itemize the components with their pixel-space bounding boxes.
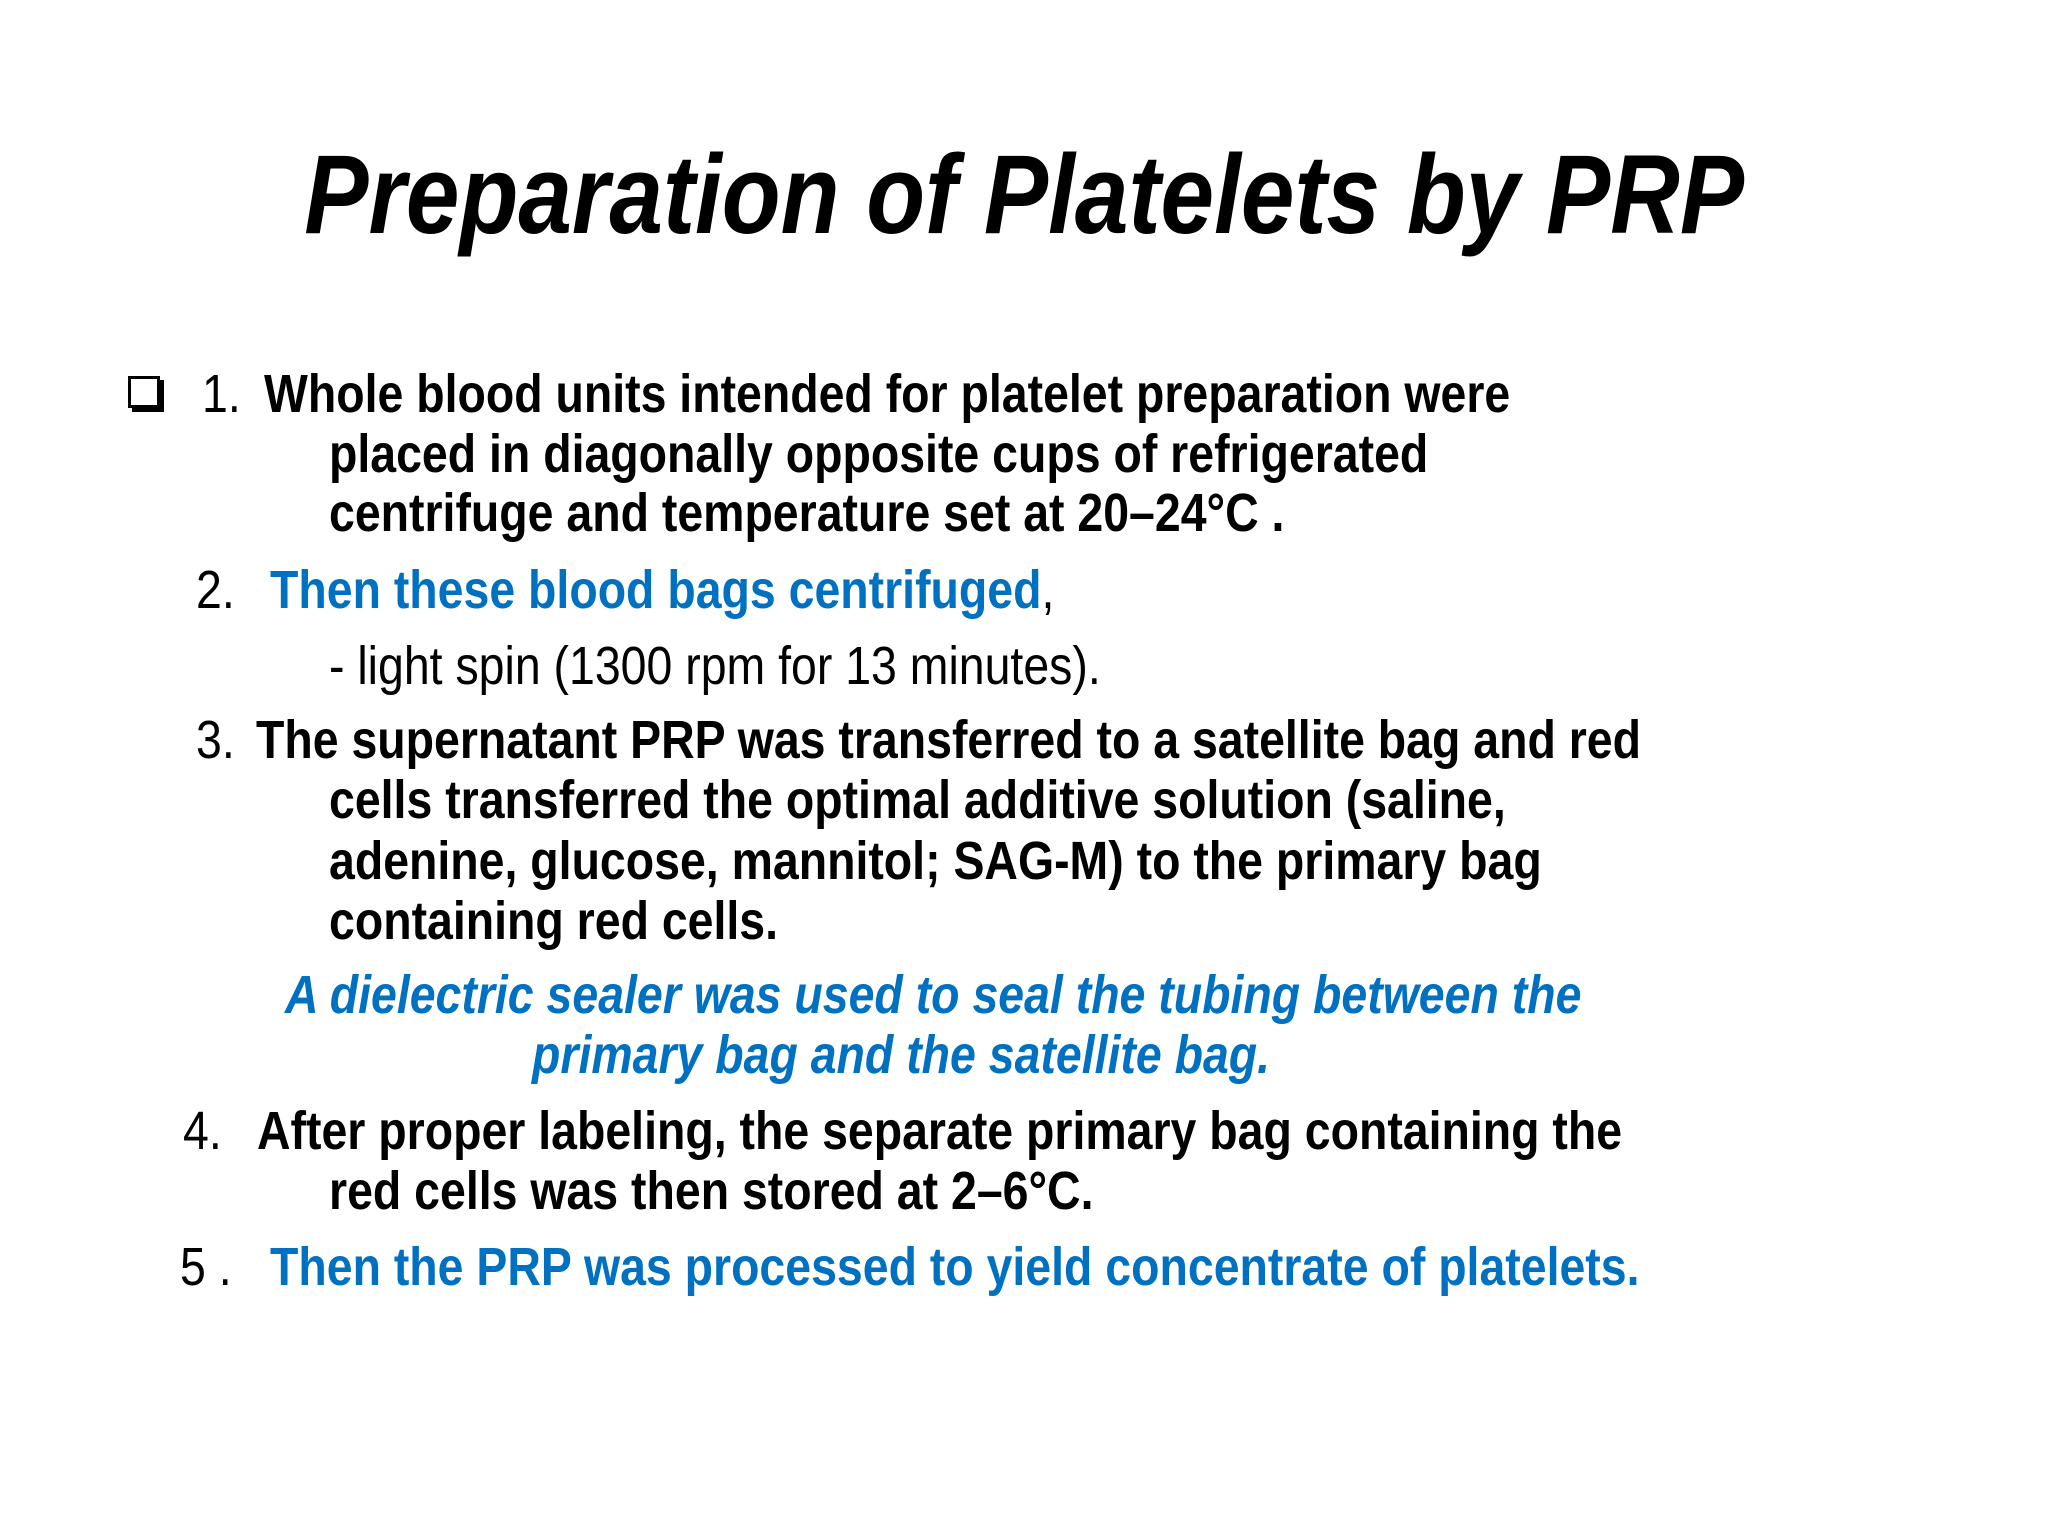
step-3-line: cells transferred the optimal additive s… — [329, 770, 1506, 830]
step-3-line: The supernatant PRP was transferred to a… — [256, 710, 1642, 770]
step-5-number: 5 . — [180, 1237, 232, 1297]
step-2-suffix: , — [1041, 560, 1055, 620]
step-4-line: After proper labeling, the separate prim… — [257, 1101, 1623, 1161]
step-3-line: containing red cells. — [329, 891, 779, 951]
step-3-line: adenine, glucose, mannitol; SAG-M) to th… — [329, 831, 1542, 891]
sealer-note-line: A dielectric sealer was used to seal the… — [285, 965, 1582, 1025]
checkbox-square-icon — [128, 376, 160, 408]
step-3-number: 3. — [196, 710, 235, 770]
sealer-note-line: primary bag and the satellite bag. — [532, 1025, 1271, 1085]
step-4-number: 4. — [183, 1101, 222, 1161]
step-1-line: placed in diagonally opposite cups of re… — [329, 424, 1429, 484]
step-1-line: centrifuge and temperature set at 20–24°… — [329, 483, 1285, 543]
step-5-highlight: Then the PRP was processed to yield conc… — [270, 1237, 1640, 1297]
step-1-line: Whole blood units intended for platelet … — [264, 364, 1511, 424]
step-1-number: 1. — [202, 364, 241, 424]
step-2-number: 2. — [196, 560, 235, 620]
step-2-highlight: Then these blood bags centrifuged — [270, 560, 1042, 620]
step-2-line: Then these blood bags centrifuged, — [270, 560, 1054, 620]
step-2-sub: - light spin (1300 rpm for 13 minutes). — [329, 636, 1101, 696]
step-4-line: red cells was then stored at 2–6°C. — [329, 1161, 1094, 1221]
slide-title: Preparation of Platelets by PRP — [304, 132, 1744, 257]
